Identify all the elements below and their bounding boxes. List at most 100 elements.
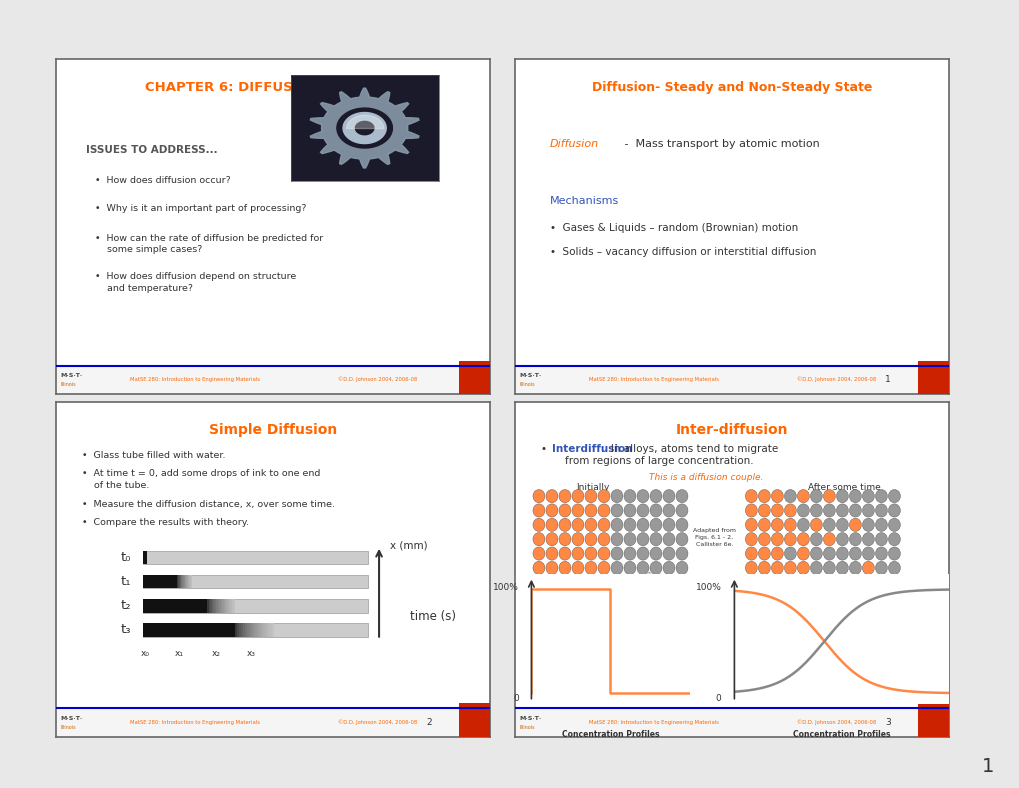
Ellipse shape bbox=[770, 561, 783, 574]
Ellipse shape bbox=[822, 519, 835, 531]
Bar bbox=[261, 623, 263, 637]
Bar bbox=[220, 599, 222, 612]
Ellipse shape bbox=[874, 489, 887, 503]
Bar bbox=[263, 623, 265, 637]
Ellipse shape bbox=[585, 576, 596, 589]
Bar bbox=[259, 623, 261, 637]
Ellipse shape bbox=[597, 519, 609, 531]
Ellipse shape bbox=[637, 576, 648, 589]
Ellipse shape bbox=[585, 519, 596, 531]
Bar bbox=[210, 599, 212, 612]
Ellipse shape bbox=[558, 519, 571, 531]
Text: 0: 0 bbox=[715, 694, 720, 703]
Bar bbox=[209, 599, 210, 612]
Text: I: I bbox=[930, 715, 934, 725]
Ellipse shape bbox=[545, 504, 557, 517]
Ellipse shape bbox=[545, 519, 557, 531]
Ellipse shape bbox=[797, 489, 808, 503]
Ellipse shape bbox=[822, 547, 835, 560]
Ellipse shape bbox=[585, 561, 596, 574]
Text: Illinois: Illinois bbox=[519, 725, 535, 730]
Ellipse shape bbox=[758, 519, 769, 531]
Text: x (mm): x (mm) bbox=[389, 541, 427, 550]
Ellipse shape bbox=[637, 504, 648, 517]
Bar bbox=[245, 623, 247, 637]
Text: ©D.D. Johnson 2004, 2006-08: ©D.D. Johnson 2004, 2006-08 bbox=[337, 719, 417, 725]
Ellipse shape bbox=[784, 561, 796, 574]
Bar bbox=[255, 623, 257, 637]
Ellipse shape bbox=[610, 504, 623, 517]
Ellipse shape bbox=[610, 519, 623, 531]
Ellipse shape bbox=[836, 519, 848, 531]
Text: 0: 0 bbox=[513, 694, 519, 703]
Bar bbox=[515, 366, 948, 394]
Ellipse shape bbox=[533, 561, 544, 574]
Ellipse shape bbox=[545, 547, 557, 560]
Text: •  Measure the diffusion distance, x, over some time.: • Measure the diffusion distance, x, ove… bbox=[82, 500, 335, 508]
Text: time (s): time (s) bbox=[410, 610, 455, 623]
Text: ISSUES TO ADDRESS...: ISSUES TO ADDRESS... bbox=[87, 144, 218, 154]
Bar bbox=[230, 599, 232, 612]
Bar bbox=[243, 623, 245, 637]
Ellipse shape bbox=[745, 576, 756, 589]
Text: 100%: 100% bbox=[695, 582, 720, 592]
Ellipse shape bbox=[585, 489, 596, 503]
Ellipse shape bbox=[610, 576, 623, 589]
Ellipse shape bbox=[533, 547, 544, 560]
Bar bbox=[143, 623, 368, 637]
Ellipse shape bbox=[637, 547, 648, 560]
Bar bbox=[212, 599, 213, 612]
Ellipse shape bbox=[822, 504, 835, 517]
Ellipse shape bbox=[797, 504, 808, 517]
Ellipse shape bbox=[758, 504, 769, 517]
Ellipse shape bbox=[637, 533, 648, 546]
Bar bbox=[253, 623, 255, 637]
Bar bbox=[143, 551, 147, 564]
Ellipse shape bbox=[637, 519, 648, 531]
Text: Gear from case-hardened: Gear from case-hardened bbox=[316, 106, 414, 116]
Ellipse shape bbox=[610, 489, 623, 503]
Ellipse shape bbox=[649, 547, 661, 560]
Ellipse shape bbox=[558, 547, 571, 560]
Ellipse shape bbox=[649, 489, 661, 503]
Text: Ni: Ni bbox=[637, 572, 652, 585]
Ellipse shape bbox=[797, 519, 808, 531]
Ellipse shape bbox=[810, 561, 821, 574]
Text: t₃: t₃ bbox=[120, 623, 130, 637]
Text: :  In alloys, atoms tend to migrate: : In alloys, atoms tend to migrate bbox=[551, 444, 777, 454]
Text: x₁: x₁ bbox=[175, 649, 184, 658]
Bar bbox=[56, 708, 489, 737]
Ellipse shape bbox=[662, 519, 675, 531]
Ellipse shape bbox=[810, 489, 821, 503]
Ellipse shape bbox=[662, 504, 675, 517]
Ellipse shape bbox=[745, 561, 756, 574]
Ellipse shape bbox=[597, 504, 609, 517]
Bar bbox=[459, 361, 489, 394]
Ellipse shape bbox=[849, 489, 860, 503]
Ellipse shape bbox=[784, 489, 796, 503]
Text: and temperature?: and temperature? bbox=[95, 284, 193, 293]
Ellipse shape bbox=[572, 519, 583, 531]
Text: MatSE 280: Introduction to Engineering Materials: MatSE 280: Introduction to Engineering M… bbox=[129, 720, 260, 725]
Text: Adapted from
Figs. 6.1 - 2,
Callister 6e.: Adapted from Figs. 6.1 - 2, Callister 6e… bbox=[692, 529, 736, 547]
Ellipse shape bbox=[533, 489, 544, 503]
Ellipse shape bbox=[649, 519, 661, 531]
Ellipse shape bbox=[810, 533, 821, 546]
Text: x₀: x₀ bbox=[141, 649, 150, 658]
Ellipse shape bbox=[597, 533, 609, 546]
Polygon shape bbox=[336, 108, 392, 148]
Ellipse shape bbox=[862, 489, 873, 503]
Ellipse shape bbox=[862, 504, 873, 517]
Bar bbox=[213, 599, 214, 612]
Text: •  How does diffusion occur?: • How does diffusion occur? bbox=[95, 176, 230, 185]
Ellipse shape bbox=[758, 576, 769, 589]
Ellipse shape bbox=[572, 489, 583, 503]
Ellipse shape bbox=[624, 504, 635, 517]
Bar bbox=[223, 599, 225, 612]
Ellipse shape bbox=[888, 547, 900, 560]
Ellipse shape bbox=[545, 576, 557, 589]
Text: 1: 1 bbox=[981, 757, 994, 776]
Ellipse shape bbox=[649, 533, 661, 546]
Text: MatSE 280: Introduction to Engineering Materials: MatSE 280: Introduction to Engineering M… bbox=[129, 377, 260, 382]
Ellipse shape bbox=[676, 576, 687, 589]
